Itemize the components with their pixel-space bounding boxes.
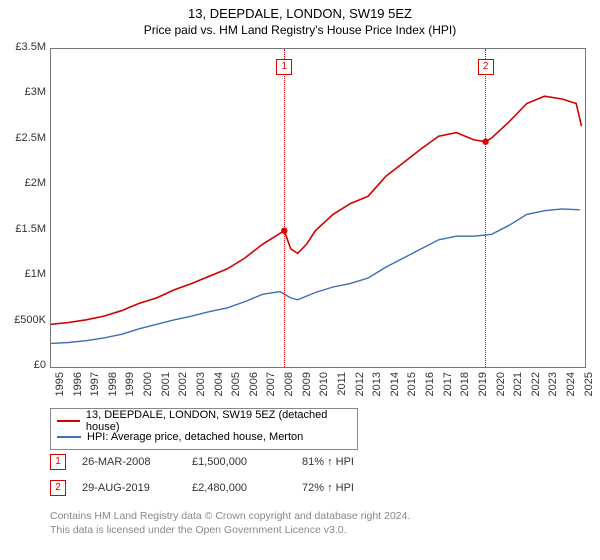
x-tick-label: 2009: [301, 372, 313, 412]
x-tick-label: 2006: [248, 372, 260, 412]
x-tick-label: 2007: [265, 372, 277, 412]
y-tick-label: £1.5M: [0, 223, 46, 235]
x-tick-label: 2002: [177, 372, 189, 412]
x-tick-label: 2003: [195, 372, 207, 412]
legend-swatch: [57, 436, 81, 438]
legend-label: 13, DEEPDALE, LONDON, SW19 5EZ (detached…: [86, 409, 351, 433]
x-tick-label: 2023: [547, 372, 559, 412]
x-tick-label: 2020: [495, 372, 507, 412]
legend: 13, DEEPDALE, LONDON, SW19 5EZ (detached…: [50, 408, 358, 450]
y-tick-label: £1M: [0, 268, 46, 280]
footer: Contains HM Land Registry data © Crown c…: [50, 510, 410, 537]
chart-svg: [51, 49, 585, 367]
x-tick-label: 2022: [530, 372, 542, 412]
chart-marker-box: 1: [276, 59, 292, 75]
sale-row: 1 26-MAR-2008 £1,500,000 81% ↑ HPI: [50, 454, 402, 470]
x-tick-label: 2015: [406, 372, 418, 412]
x-tick-label: 2025: [583, 372, 595, 412]
x-tick-label: 2011: [336, 372, 348, 412]
chart-subtitle: Price paid vs. HM Land Registry's House …: [0, 23, 600, 37]
x-tick-label: 2012: [354, 372, 366, 412]
x-tick-label: 2014: [389, 372, 401, 412]
sale-pct: 72% ↑ HPI: [302, 482, 402, 494]
marker-vline: [284, 49, 285, 367]
y-tick-label: £500K: [0, 314, 46, 326]
x-tick-label: 2001: [160, 372, 172, 412]
x-tick-label: 2005: [230, 372, 242, 412]
x-tick-label: 1999: [124, 372, 136, 412]
legend-label: HPI: Average price, detached house, Mert…: [87, 431, 303, 443]
x-tick-label: 2021: [512, 372, 524, 412]
legend-swatch: [57, 420, 80, 422]
x-tick-label: 2018: [459, 372, 471, 412]
x-tick-label: 2017: [442, 372, 454, 412]
x-tick-label: 1997: [89, 372, 101, 412]
x-tick-label: 1998: [107, 372, 119, 412]
sale-marker: 2: [50, 480, 66, 496]
y-tick-label: £3.5M: [0, 41, 46, 53]
y-tick-label: £2M: [0, 177, 46, 189]
chart-area: 12: [50, 48, 586, 368]
chart-marker-box: 2: [478, 59, 494, 75]
sale-row: 2 29-AUG-2019 £2,480,000 72% ↑ HPI: [50, 480, 402, 496]
chart-title: 13, DEEPDALE, LONDON, SW19 5EZ: [0, 0, 600, 21]
sale-date: 29-AUG-2019: [82, 482, 192, 494]
x-tick-label: 1995: [54, 372, 66, 412]
x-tick-label: 2010: [318, 372, 330, 412]
sale-marker: 1: [50, 454, 66, 470]
legend-row: 13, DEEPDALE, LONDON, SW19 5EZ (detached…: [57, 413, 351, 429]
x-tick-label: 2013: [371, 372, 383, 412]
x-tick-label: 2016: [424, 372, 436, 412]
footer-line: This data is licensed under the Open Gov…: [50, 524, 410, 538]
marker-vline: [485, 49, 486, 367]
x-tick-label: 2004: [213, 372, 225, 412]
sale-price: £1,500,000: [192, 456, 302, 468]
y-tick-label: £2.5M: [0, 132, 46, 144]
x-tick-label: 2000: [142, 372, 154, 412]
x-tick-label: 2019: [477, 372, 489, 412]
y-tick-label: £3M: [0, 86, 46, 98]
footer-line: Contains HM Land Registry data © Crown c…: [50, 510, 410, 524]
sale-date: 26-MAR-2008: [82, 456, 192, 468]
x-tick-label: 2008: [283, 372, 295, 412]
y-tick-label: £0: [0, 359, 46, 371]
x-tick-label: 1996: [72, 372, 84, 412]
x-tick-label: 2024: [565, 372, 577, 412]
sale-price: £2,480,000: [192, 482, 302, 494]
sale-pct: 81% ↑ HPI: [302, 456, 402, 468]
